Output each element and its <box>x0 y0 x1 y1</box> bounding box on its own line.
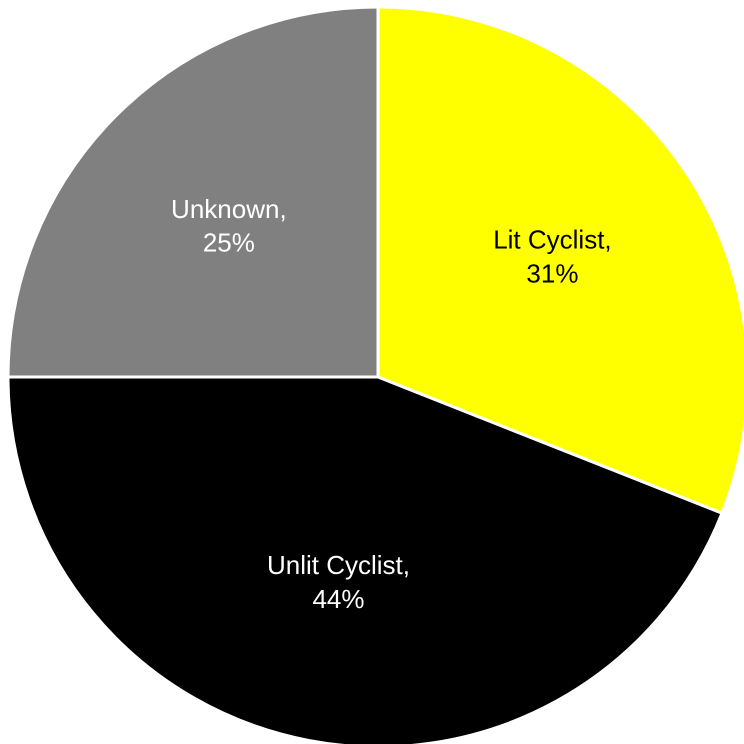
slice-value-label: 25% <box>203 228 255 258</box>
slice-category-label: Unlit Cyclist, <box>267 550 410 580</box>
pie-slice <box>6 5 380 379</box>
slice-category-label: Lit Cyclist, <box>493 224 611 254</box>
pie-slice <box>376 5 744 516</box>
pie-slice <box>6 375 724 744</box>
slice-category-label: Unknown, <box>171 194 287 224</box>
slice-value-label: 44% <box>312 584 364 614</box>
slice-value-label: 31% <box>526 258 578 288</box>
